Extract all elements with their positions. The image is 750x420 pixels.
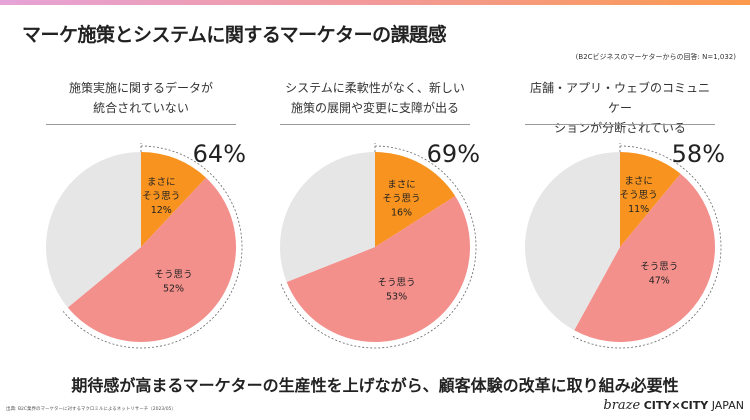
question-label: システムに柔軟性がなく、新しい 施策の展開や変更に支障が出る [280,78,470,118]
slice-label: そう思う [155,270,193,281]
slice-label: まさに [624,176,653,187]
slice-label: そう思う [378,277,416,288]
bottom-message: 期待感が高まるマーケターの生産性を上げながら、顧客体験の改革に取り組み必要性 [71,376,679,395]
slice-label: まさに [387,180,416,191]
question-line: 施策の展開や変更に支障が出る [290,101,459,115]
pie-slice [141,152,207,247]
slice-label: まさに [147,177,176,188]
slice-label: 16% [391,208,412,219]
total-percentage: 58% [672,140,725,168]
slice-label: そう思う [142,191,180,202]
divider [46,124,236,125]
pie-slice [574,173,716,343]
pie-slice [279,152,375,282]
divider [525,124,715,125]
total-agree-arc [571,145,722,349]
total-agree-arc [280,145,477,349]
page-title: マーケ施策とシステムに関するマーケターの課題感 [22,24,447,46]
question-line: 店舗・アプリ・ウェブのコミュニケー [529,81,710,115]
question-line: システムに柔軟性がなく、新しい [285,81,465,95]
logo: braze CITY×CITY JAPAN [603,398,744,413]
slice-label: そう思う [640,262,678,273]
slice-label: そう思う [383,194,421,205]
pie-slice [46,152,142,308]
pie-slice [286,196,470,342]
pie-slice [525,152,620,331]
total-percentage: 64% [193,140,246,168]
slice-label: 52% [163,284,184,295]
sample-note: (B2Cビジネスのマーケターからの回答: N=1,032) [575,53,736,61]
pie-slice [67,177,236,342]
question-line: 施策実施に関するデータが [68,81,213,95]
question-label: 施策実施に関するデータが 統合されていない [46,78,236,118]
slice-label: 12% [151,205,172,216]
total-percentage: 69% [427,140,480,168]
divider [280,124,470,125]
top-gradient-bar [0,0,750,5]
pie-slice [620,152,681,247]
question-line: 統合されていない [93,101,189,115]
slice-label: 53% [386,291,407,302]
slice-label: 47% [649,276,670,287]
source-note: 出典: B2C業界のマーケターに対するマクロミルによるネットリサーチ（2023/… [6,407,176,412]
pie-slice [375,152,456,247]
slice-label: そう思う [620,190,658,201]
slice-label: 11% [628,204,649,215]
